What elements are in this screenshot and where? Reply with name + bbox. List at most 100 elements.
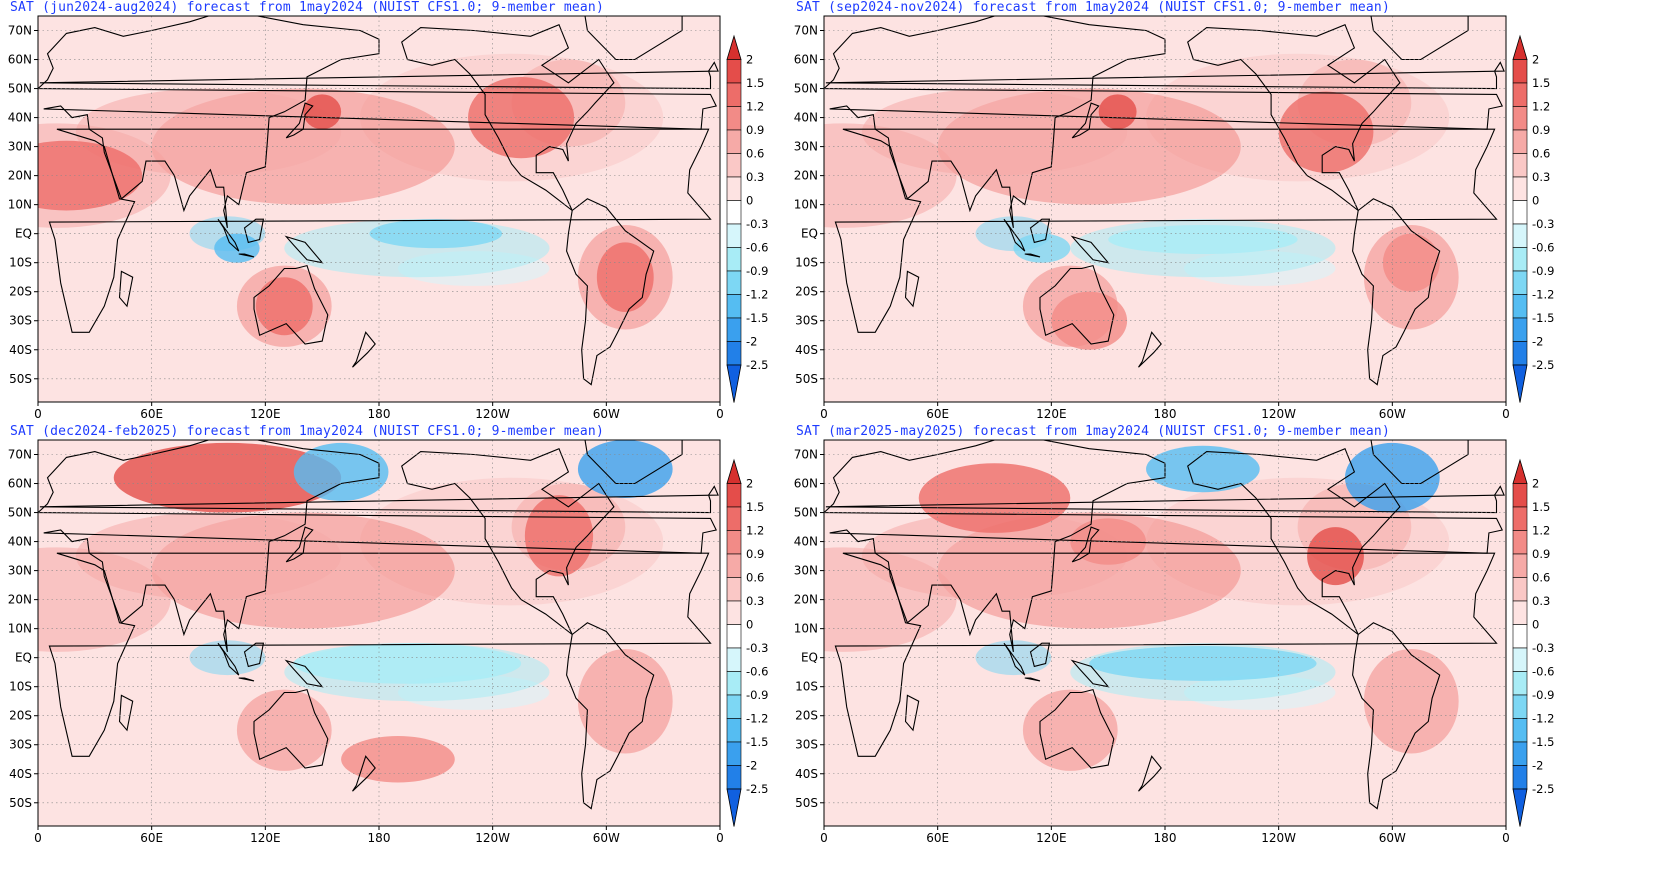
lat-tick-label: 40S bbox=[9, 767, 32, 781]
coastline bbox=[217, 218, 240, 252]
colorbar-label: -0.9 bbox=[1532, 264, 1554, 278]
colorbar-segment bbox=[1512, 671, 1528, 696]
colorbar-segment bbox=[726, 341, 742, 366]
lat-tick-label: 20N bbox=[794, 593, 818, 607]
lat-tick-label: 30S bbox=[795, 738, 818, 752]
colorbar-label: -0.3 bbox=[1532, 641, 1554, 655]
coastline bbox=[904, 270, 920, 308]
colorbar-label: -0.3 bbox=[746, 217, 768, 231]
colorbar-label: -2.5 bbox=[1532, 782, 1554, 796]
colorbar-label: 0 bbox=[746, 194, 753, 208]
lat-tick-label: 50S bbox=[9, 796, 32, 810]
lat-tick-label: 10N bbox=[794, 622, 818, 636]
lon-tick-label: 120E bbox=[250, 407, 281, 421]
map-panel-4: SAT (mar2025-may2025) forecast from 1may… bbox=[786, 424, 1615, 869]
lat-tick-label: 60N bbox=[794, 53, 818, 67]
lat-tick-label: 20S bbox=[795, 709, 818, 723]
colorbar-segment bbox=[1512, 200, 1528, 225]
lon-tick-label: 60W bbox=[593, 831, 620, 845]
colorbar-label: -2.5 bbox=[1532, 358, 1554, 372]
map-svg: 70N 60N 50N 40N 30N 20N 10N EQ 10S 20S 30S 40S 50S 0 6… bbox=[794, 15, 1554, 421]
coastline bbox=[238, 677, 255, 682]
lat-tick-label: 20S bbox=[9, 709, 32, 723]
colorbar-label: -0.9 bbox=[1532, 688, 1554, 702]
colorbar-segment bbox=[1512, 176, 1528, 201]
colorbar-segment bbox=[726, 82, 742, 107]
colorbar-segment bbox=[1512, 765, 1528, 790]
coastline bbox=[38, 16, 718, 229]
colorbar-segment bbox=[726, 200, 742, 225]
lat-tick-label: EQ bbox=[801, 651, 818, 665]
coastline bbox=[253, 688, 329, 769]
colorbar-label: 0.3 bbox=[1532, 594, 1550, 608]
lon-tick-label: 0 bbox=[716, 831, 724, 845]
lat-tick-label: 30N bbox=[8, 140, 32, 154]
coastline bbox=[1187, 23, 1401, 211]
colorbar-label: 1.2 bbox=[746, 100, 764, 114]
lon-tick-label: 120E bbox=[250, 831, 281, 845]
coastline bbox=[824, 16, 1504, 229]
colorbar-label: 0.3 bbox=[746, 594, 764, 608]
lon-tick-label: 60E bbox=[926, 831, 949, 845]
coastline bbox=[39, 485, 719, 514]
coastline bbox=[1071, 102, 1100, 139]
colorbar-label: 0.6 bbox=[1532, 147, 1550, 161]
coastline bbox=[285, 526, 314, 563]
coastline bbox=[1352, 622, 1441, 810]
colorbar-segment bbox=[1512, 59, 1528, 84]
lat-tick-label: 50N bbox=[8, 82, 32, 96]
coastline bbox=[1070, 235, 1110, 264]
colorbar-label: 0.6 bbox=[746, 571, 764, 585]
colorbar-segment bbox=[1512, 718, 1528, 743]
colorbar-label: 0.6 bbox=[746, 147, 764, 161]
lon-tick-label: 120W bbox=[475, 407, 510, 421]
lat-tick-label: 30N bbox=[794, 140, 818, 154]
lon-tick-label: 0 bbox=[820, 831, 828, 845]
lat-tick-label: EQ bbox=[801, 227, 818, 241]
lat-tick-label: EQ bbox=[15, 651, 32, 665]
colorbar-segment bbox=[726, 694, 742, 719]
lon-tick-label: 120W bbox=[1261, 407, 1296, 421]
colorbar-label: -1.2 bbox=[1532, 712, 1554, 726]
colorbar-segment bbox=[726, 624, 742, 649]
colorbar-segment bbox=[1512, 153, 1528, 178]
colorbar-label: -0.6 bbox=[1532, 665, 1554, 679]
colorbar-arrow-top bbox=[726, 458, 742, 484]
colorbar-segment bbox=[1512, 106, 1528, 131]
lat-tick-label: 20S bbox=[9, 285, 32, 299]
colorbar-label: -1.2 bbox=[746, 288, 768, 302]
lat-tick-label: 40S bbox=[9, 343, 32, 357]
coastline bbox=[1029, 218, 1051, 244]
colorbar-label: 0 bbox=[1532, 194, 1539, 208]
coastline bbox=[238, 253, 255, 258]
lon-tick-label: 60E bbox=[926, 407, 949, 421]
colorbar-label: -1.2 bbox=[1532, 288, 1554, 302]
colorbar-label: 1.2 bbox=[1532, 100, 1550, 114]
lat-tick-label: 10N bbox=[8, 622, 32, 636]
colorbar-label: 0.6 bbox=[1532, 571, 1550, 585]
colorbar-label: -0.3 bbox=[746, 641, 768, 655]
colorbar-label: 1.5 bbox=[746, 76, 764, 90]
colorbar-label: -2 bbox=[1532, 335, 1543, 349]
coastline bbox=[566, 622, 655, 810]
colorbar-segment bbox=[726, 530, 742, 555]
coastline bbox=[834, 552, 1498, 757]
coastline bbox=[352, 755, 376, 792]
coastline bbox=[1352, 198, 1441, 386]
lat-tick-label: 70N bbox=[794, 24, 818, 38]
lon-tick-label: 120E bbox=[1036, 831, 1067, 845]
lon-tick-label: 60W bbox=[593, 407, 620, 421]
lon-tick-label: 120E bbox=[1036, 407, 1067, 421]
colorbar-arrow-top bbox=[726, 34, 742, 60]
lat-tick-label: 70N bbox=[8, 448, 32, 462]
coastline bbox=[1029, 642, 1051, 668]
lon-tick-label: 120W bbox=[475, 831, 510, 845]
colorbar-label: 0.9 bbox=[746, 547, 764, 561]
coastline bbox=[1138, 755, 1162, 792]
colorbar-segment bbox=[1512, 483, 1528, 508]
lat-tick-label: 40S bbox=[795, 767, 818, 781]
colorbar-label: -1.5 bbox=[1532, 735, 1554, 749]
map-svg: 70N 60N 50N 40N 30N 20N 10N EQ 10S 20S 30S 40S 50S 0 6… bbox=[8, 15, 768, 421]
lon-tick-label: 0 bbox=[1502, 407, 1510, 421]
colorbar-label: 2 bbox=[1532, 477, 1539, 491]
